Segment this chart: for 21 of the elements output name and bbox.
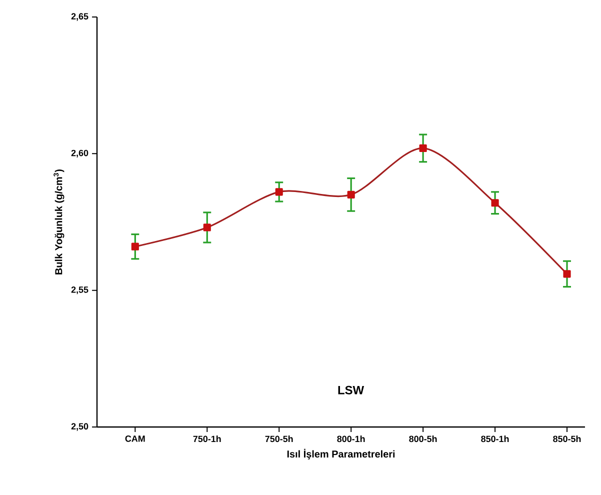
point — [131, 242, 139, 250]
x-tick-label: 800-5h — [409, 436, 437, 442]
x-tick-label: 850-5h — [553, 436, 581, 442]
y-tick-label: 2,55 — [71, 286, 88, 294]
x-tick-label: 750-5h — [265, 436, 293, 442]
y-tick-label: 2,60 — [71, 150, 88, 158]
x-tick-label: 850-1h — [481, 436, 509, 442]
point — [491, 199, 499, 207]
y-axis-title: Bulk Yoğunluk (g/cm$^{3}$) — [54, 169, 64, 274]
x-tick-label: CAM — [125, 435, 145, 442]
x-tick-label: 800-1h — [337, 436, 365, 442]
x-axis-title: Isıl İşlem Parametreleri — [287, 448, 395, 460]
point — [203, 224, 211, 232]
point — [563, 270, 571, 278]
annotation: LSW — [338, 386, 364, 394]
y-tick-label: 2,50 — [71, 423, 88, 431]
y-tick-label: 2,65 — [71, 13, 88, 21]
point — [419, 144, 427, 152]
point — [347, 190, 355, 198]
x-tick-label: 750-1h — [193, 436, 221, 442]
point — [275, 188, 283, 196]
